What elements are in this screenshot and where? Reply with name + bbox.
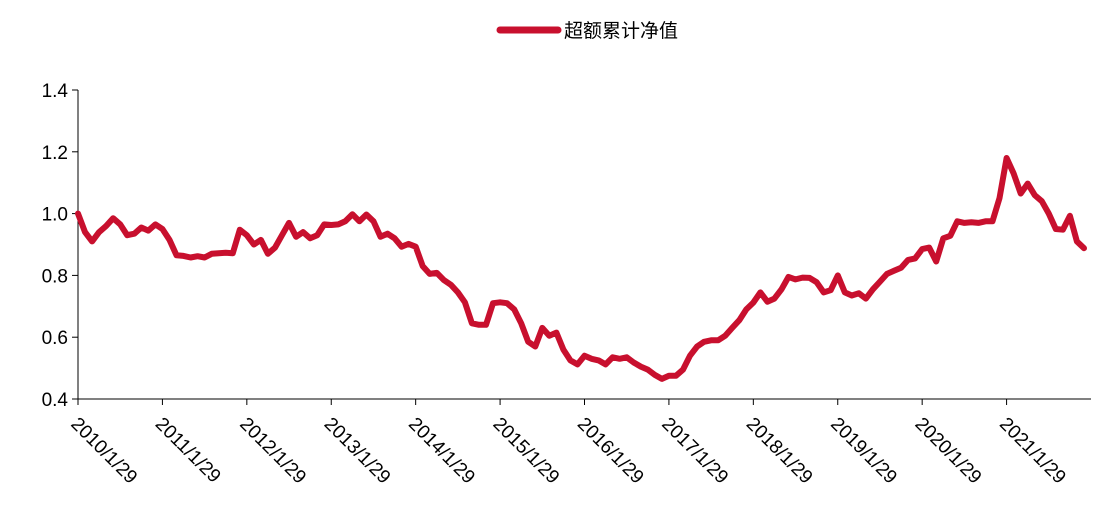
x-tick-label: 2016/1/29 — [573, 414, 648, 489]
x-axis: 2010/1/29 2011/1/29 2012/1/29 2013/1/29 2014… — [66, 398, 1091, 489]
y-tick-label: 1.0 — [42, 205, 68, 226]
series-line — [75, 155, 1087, 382]
y-tick-label: 0.4 — [42, 390, 69, 411]
plot-area — [75, 155, 1087, 382]
x-tick-label: 2017/1/29 — [657, 414, 732, 489]
y-tick-label: 1.2 — [42, 143, 68, 164]
y-tick-label: 0.6 — [42, 328, 68, 349]
x-tick-label: 2013/1/29 — [320, 414, 395, 489]
legend-label: 超额累计净值 — [564, 20, 678, 42]
x-tick-label: 2018/1/29 — [742, 414, 817, 489]
x-tick-label: 2019/1/29 — [826, 414, 901, 489]
x-tick-label: 2010/1/29 — [66, 414, 141, 489]
y-tick-label: 1.4 — [42, 81, 69, 102]
legend: 超额累计净值 — [496, 20, 678, 42]
x-tick-label: 2012/1/29 — [235, 414, 310, 489]
y-axis: 0.4 0.6 0.8 1.0 1.2 1.4 — [42, 81, 79, 411]
x-tick-label: 2011/1/29 — [151, 414, 225, 488]
x-tick-label: 2020/1/29 — [911, 414, 986, 489]
x-tick-label: 2014/1/29 — [404, 414, 479, 489]
x-tick-label: 2015/1/29 — [489, 414, 564, 489]
y-tick-label: 0.8 — [42, 266, 68, 287]
x-tick-label: 2021/1/29 — [995, 414, 1070, 489]
